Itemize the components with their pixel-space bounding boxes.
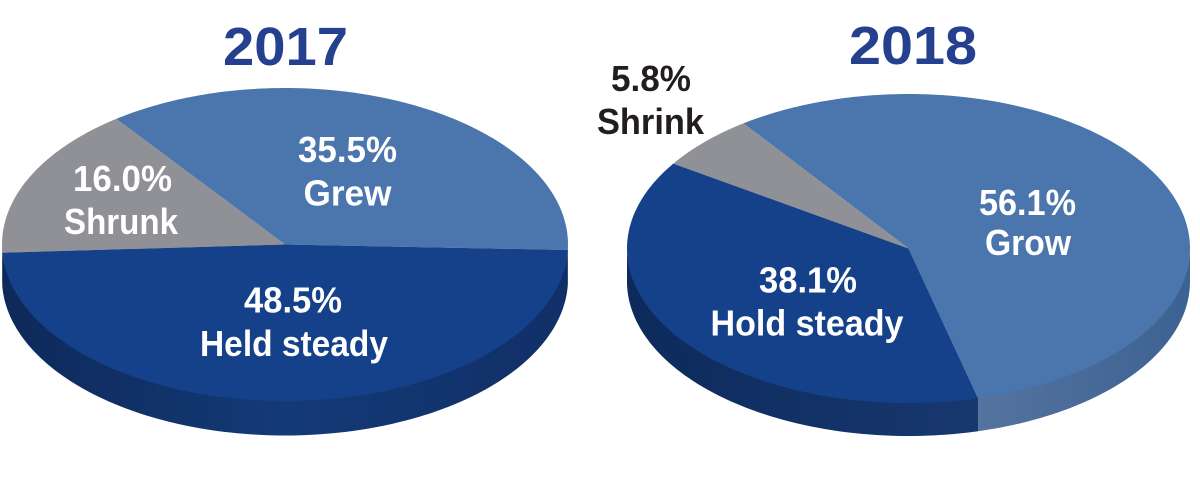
svg-text:Held steady: Held steady (200, 323, 388, 364)
svg-text:48.5%: 48.5% (244, 280, 342, 321)
svg-text:Shrunk: Shrunk (64, 201, 179, 242)
svg-text:2018: 2018 (849, 16, 977, 76)
svg-text:2017: 2017 (223, 17, 348, 77)
svg-text:Hold steady: Hold steady (711, 303, 904, 344)
svg-text:56.1%: 56.1% (979, 182, 1076, 223)
svg-text:5.8%: 5.8% (611, 58, 691, 99)
svg-text:35.5%: 35.5% (298, 129, 397, 170)
svg-text:Grew: Grew (304, 173, 393, 214)
svg-text:Shrink: Shrink (597, 101, 705, 142)
svg-text:Grow: Grow (985, 222, 1072, 263)
svg-text:16.0%: 16.0% (73, 158, 172, 199)
svg-text:38.1%: 38.1% (759, 260, 857, 301)
